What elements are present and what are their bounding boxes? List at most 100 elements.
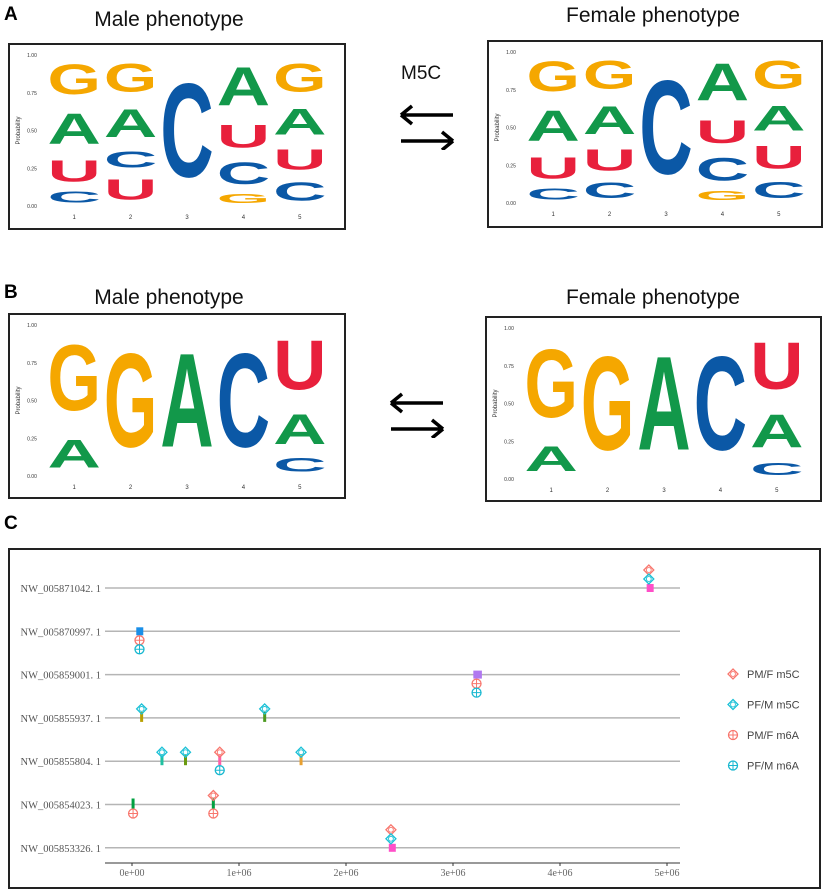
gene-feature-block (473, 670, 482, 679)
data-point (214, 765, 225, 776)
logo-letter-U: U (696, 114, 749, 151)
gene-feature-tick (218, 755, 222, 766)
logo-letter-A: A (160, 325, 213, 475)
legend-label: PF/M m6A (747, 761, 800, 773)
logo-letter-G: G (696, 189, 749, 203)
logo-letter-G: G (583, 53, 636, 97)
x-tick-label: 2e+06 (333, 868, 358, 879)
y-tick-label: 0.25 (504, 439, 514, 445)
logo-letter-G: G (104, 56, 157, 100)
y-tick-label: 0.25 (27, 166, 37, 172)
panel-a-female-title: Female phenotype (566, 4, 740, 27)
logo-letter-C: C (273, 455, 326, 476)
legend-marker (727, 729, 739, 741)
modification-site-chart: NW_005871042. 1 NW_005870997. 1 NW_0058590… (8, 548, 821, 889)
x-tick-label: 5 (298, 215, 302, 221)
panel-b-male-title: Male phenotype (94, 286, 244, 309)
y-tick-label: 0.75 (27, 91, 37, 97)
gene-feature-block (646, 584, 654, 592)
y-tick-label: 0.25 (27, 436, 37, 442)
gene-feature-block (388, 843, 396, 852)
row-label: NW_005854023. 1 (21, 801, 102, 812)
row-label: NW_005855804. 1 (21, 757, 102, 768)
x-tick-label: 1 (73, 215, 77, 221)
logo-letter-U: U (104, 174, 157, 206)
row-label: NW_005871042. 1 (21, 584, 102, 595)
data-point (258, 702, 271, 715)
logo-letter-C: C (160, 55, 213, 205)
data-point (642, 573, 655, 585)
panel-b-female-title: Female phenotype (566, 286, 740, 309)
x-tick-label: 4 (242, 485, 246, 491)
logo-letter-A: A (696, 53, 749, 112)
data-point (213, 746, 226, 759)
logo-letter-C: C (696, 151, 749, 188)
logo-letter-A: A (217, 56, 270, 117)
logo-letter-C: C (527, 186, 580, 203)
logo-letter-A: A (525, 439, 578, 479)
x-tick-label: 1 (552, 212, 556, 218)
exchange-arrows-icon (399, 104, 455, 150)
y-axis-label: Probability (495, 113, 501, 141)
logo-letter-C: C (104, 146, 157, 172)
x-tick-label: 3e+06 (440, 868, 465, 879)
x-tick-label: 1 (550, 488, 554, 494)
logo-letter-A: A (273, 102, 326, 143)
logo-letter-G: G (273, 56, 326, 100)
logo-b-male: 0.00 0.25 0.50 0.75 1.00 Probability 1 2 3 4 5 A G G A… (8, 313, 346, 499)
data-point (385, 832, 397, 845)
x-tick-label: 5e+06 (654, 868, 679, 879)
logo-letter-U: U (527, 151, 580, 185)
data-point (471, 678, 482, 689)
y-tick-label: 0.50 (506, 126, 516, 132)
logo-letter-C: C (217, 325, 270, 475)
logo-letter-G: G (525, 329, 578, 438)
data-point (156, 746, 168, 759)
panel-a-male-title: Male phenotype (94, 8, 244, 31)
logo-letter-C: C (217, 156, 270, 191)
y-tick-label: 0.75 (506, 88, 516, 94)
gene-feature-tick (160, 755, 164, 766)
row-label: NW_005853326. 1 (21, 844, 102, 855)
y-tick-label: 0.25 (506, 163, 516, 169)
y-tick-label: 0.00 (504, 477, 514, 483)
logo-letter-G: G (48, 327, 101, 431)
data-point (207, 789, 220, 802)
logo-letter-U: U (217, 118, 270, 155)
panel-c-label: C (4, 513, 18, 534)
legend-marker (727, 668, 739, 680)
logo-letter-A: A (637, 328, 690, 478)
logo-a-male: 0.00 0.25 0.50 0.75 1.00 Probability 1 2 3 4 5 C U A G… (8, 43, 346, 230)
logo-b-female: 0.00 0.25 0.50 0.75 1.00 Probability 1 2 3 4 5 A G G A… (485, 316, 822, 502)
data-point (471, 687, 482, 698)
logo-letter-A: A (104, 101, 157, 146)
y-tick-label: 1.00 (506, 50, 516, 56)
legend-marker (727, 698, 739, 711)
logo-letter-U: U (273, 143, 326, 175)
panel-a-label: A (4, 4, 18, 25)
y-tick-label: 0.50 (27, 399, 37, 405)
x-tick-label: 4 (721, 212, 725, 218)
x-tick-label: 3 (185, 485, 189, 491)
logo-letter-G: G (217, 192, 270, 206)
logo-letter-C: C (48, 189, 101, 206)
logo-letter-C: C (694, 328, 747, 478)
gene-feature-tick (211, 798, 215, 809)
y-tick-label: 0.75 (504, 364, 514, 370)
x-tick-label: 2 (608, 212, 612, 218)
legend-marker (727, 760, 739, 771)
logo-letter-G: G (581, 329, 634, 479)
y-tick-label: 0.00 (27, 204, 37, 210)
logo-letter-A: A (527, 101, 580, 150)
x-tick-label: 4 (719, 488, 723, 494)
logo-letter-C: C (752, 177, 805, 203)
logo-letter-A: A (48, 104, 101, 153)
logo-letter-U: U (273, 327, 326, 405)
y-tick-label: 0.50 (504, 402, 514, 408)
x-tick-label: 3 (662, 488, 666, 494)
x-tick-label: 5 (298, 485, 302, 491)
logo-letter-A: A (273, 405, 326, 453)
x-tick-label: 4e+06 (547, 868, 572, 879)
x-tick-label: 3 (185, 215, 189, 221)
logo-letter-G: G (104, 326, 157, 476)
